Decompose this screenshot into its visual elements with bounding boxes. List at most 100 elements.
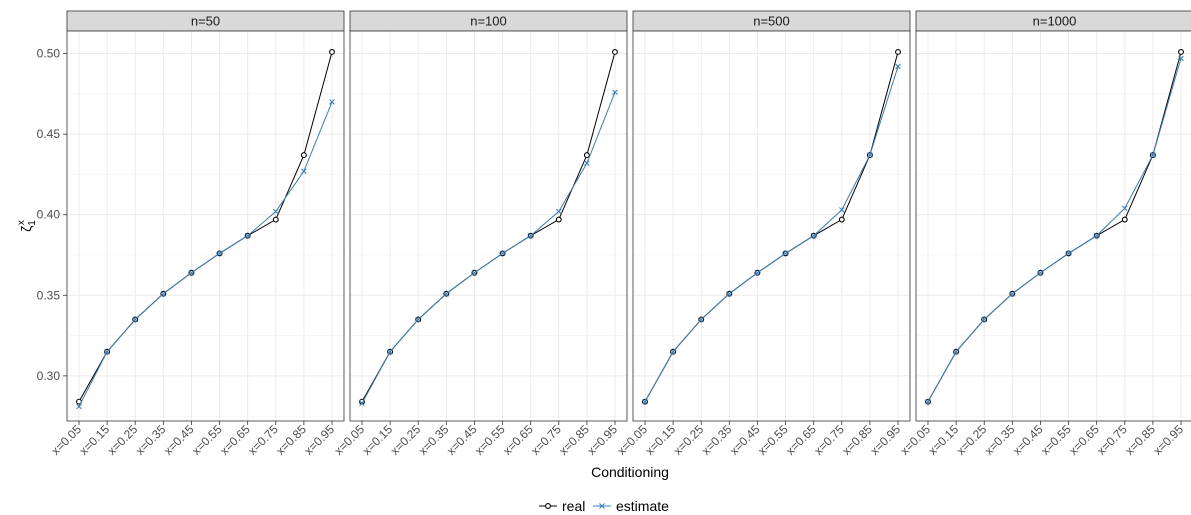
point-real-n-1000-9 xyxy=(1178,49,1184,55)
legend: real estimate xyxy=(539,498,669,514)
series-estimate-n-100 xyxy=(359,89,618,407)
x-tick-label-n-500-1: x=0.15 xyxy=(643,422,679,458)
x-tick-label-n-1000-6: x=0.65 xyxy=(1066,422,1102,458)
point-estimate-n-500-2 xyxy=(698,316,705,323)
point-estimate-n-1000-3 xyxy=(1009,290,1016,297)
point-estimate-n-100-4 xyxy=(471,269,478,276)
point-estimate-n-500-9 xyxy=(895,63,901,70)
x-tick-label-n-50-8: x=0.85 xyxy=(273,422,309,458)
point-estimate-n-50-1 xyxy=(104,348,110,355)
grid-n-1000 xyxy=(916,31,1191,421)
point-estimate-n-500-0 xyxy=(642,398,648,405)
y-axis-title-subscript: 1 xyxy=(27,220,38,226)
x-tick-label-n-500-9: x=0.95 xyxy=(868,422,904,458)
x-tick-label-n-500-5: x=0.55 xyxy=(755,422,791,458)
x-tick-label-n-1000-7: x=0.75 xyxy=(1094,422,1130,458)
x-tick-label-n-100-9: x=0.95 xyxy=(585,422,621,458)
x-axis-n-1000: x=0.05x=0.15x=0.25x=0.35x=0.45x=0.55x=0.… xyxy=(898,421,1187,458)
legend-key-marker-real xyxy=(545,503,551,509)
legend-label-estimate: estimate xyxy=(616,498,669,514)
series-estimate-n-50 xyxy=(76,99,335,410)
x-tick-label-n-50-3: x=0.35 xyxy=(133,422,169,458)
x-tick-label-n-50-1: x=0.15 xyxy=(77,422,113,458)
x-tick-label-n-50-0: x=0.05 xyxy=(49,422,85,458)
point-estimate-n-1000-0 xyxy=(925,398,931,405)
x-tick-label-n-50-7: x=0.75 xyxy=(245,422,281,458)
point-real-n-500-7 xyxy=(838,216,845,223)
x-tick-label-n-100-8: x=0.85 xyxy=(556,422,592,458)
point-estimate-n-100-6 xyxy=(527,232,534,239)
point-estimate-n-50-0 xyxy=(76,403,82,410)
point-estimate-n-100-3 xyxy=(443,290,450,297)
point-estimate-n-500-3 xyxy=(726,290,733,297)
x-tick-label-n-500-7: x=0.75 xyxy=(811,422,847,458)
x-axis-title: Conditioning xyxy=(591,464,669,480)
panel-n-100: n=100 x=0.05x=0.15x=0.25x=0.35x=0.45x=0.5… xyxy=(332,10,628,458)
x-tick-label-n-1000-5: x=0.55 xyxy=(1038,422,1074,458)
point-estimate-n-1000-4 xyxy=(1037,269,1044,276)
y-tick-label-2: 0.40 xyxy=(37,208,61,222)
x-tick-label-n-100-7: x=0.75 xyxy=(528,422,564,458)
x-tick-label-n-100-4: x=0.45 xyxy=(444,422,480,458)
strip-label-n-50: n=50 xyxy=(191,14,220,29)
panel-border-n-1000 xyxy=(915,30,1191,422)
line-estimate-n-100 xyxy=(361,92,616,404)
x-tick-label-n-500-2: x=0.25 xyxy=(671,422,707,458)
point-estimate-n-100-5 xyxy=(499,250,506,257)
legend-item-real: real xyxy=(539,498,585,514)
line-estimate-n-1000 xyxy=(927,58,1182,402)
legend-label-real: real xyxy=(562,498,585,514)
x-tick-label-n-100-5: x=0.55 xyxy=(472,422,508,458)
y-axis-title-superscript: x xyxy=(16,220,27,225)
plot-bg-n-50 xyxy=(67,31,344,421)
x-tick-label-n-500-6: x=0.65 xyxy=(783,422,819,458)
x-tick-label-n-100-6: x=0.65 xyxy=(500,422,536,458)
point-estimate-n-50-4 xyxy=(188,269,195,276)
legend-item-estimate: estimate xyxy=(593,498,669,514)
point-estimate-n-500-6 xyxy=(810,232,817,239)
x-tick-label-n-100-1: x=0.15 xyxy=(360,422,396,458)
point-estimate-n-50-7 xyxy=(272,208,279,215)
point-estimate-n-1000-9 xyxy=(1178,55,1184,62)
panel-n-50: n=50 x=0.05x=0.15x=0.25x=0.35x=0.45x=0.55… xyxy=(49,10,345,458)
y-axis-title: ζ1x xyxy=(16,220,38,232)
x-tick-label-n-1000-2: x=0.25 xyxy=(954,422,990,458)
point-estimate-n-500-5 xyxy=(782,250,789,257)
point-real-n-1000-7 xyxy=(1121,216,1128,223)
x-tick-label-n-100-3: x=0.35 xyxy=(416,422,452,458)
x-tick-label-n-1000-0: x=0.05 xyxy=(898,422,934,458)
point-real-n-50-8 xyxy=(300,152,307,159)
x-tick-label-n-100-2: x=0.25 xyxy=(388,422,424,458)
point-estimate-n-50-5 xyxy=(216,250,223,257)
x-tick-label-n-1000-9: x=0.95 xyxy=(1151,422,1187,458)
series-estimate-n-1000 xyxy=(925,55,1184,405)
x-tick-label-n-1000-3: x=0.35 xyxy=(982,422,1018,458)
x-axis-n-50: x=0.05x=0.15x=0.25x=0.35x=0.45x=0.55x=0.… xyxy=(49,421,337,458)
strip-label-n-500: n=500 xyxy=(753,14,790,29)
x-axis-n-100: x=0.05x=0.15x=0.25x=0.35x=0.45x=0.55x=0.… xyxy=(332,421,621,458)
point-estimate-n-1000-6 xyxy=(1093,232,1100,239)
x-tick-label-n-50-2: x=0.25 xyxy=(105,422,141,458)
y-tick-label-1: 0.35 xyxy=(37,288,61,302)
point-estimate-n-100-0 xyxy=(359,400,365,407)
x-tick-label-n-100-0: x=0.05 xyxy=(332,422,368,458)
panels: n=50x=0.05x=0.15x=0.25x=0.35x=0.45x=0.55… xyxy=(49,10,1191,458)
point-estimate-n-100-9 xyxy=(612,89,618,96)
point-real-n-50-9 xyxy=(329,49,335,55)
grid-n-100 xyxy=(350,31,627,421)
x-tick-label-n-500-3: x=0.35 xyxy=(699,422,735,458)
point-estimate-n-50-6 xyxy=(244,232,251,239)
point-estimate-n-1000-7 xyxy=(1121,205,1128,212)
point-estimate-n-500-8 xyxy=(867,152,873,158)
x-tick-label-n-500-4: x=0.45 xyxy=(727,422,763,458)
point-estimate-n-50-9 xyxy=(329,99,335,105)
point-estimate-n-50-2 xyxy=(132,316,139,323)
point-estimate-n-100-8 xyxy=(584,160,590,166)
plot-bg-n-1000 xyxy=(916,31,1191,421)
point-real-n-100-9 xyxy=(612,49,618,55)
plot-bg-n-100 xyxy=(350,31,627,421)
x-tick-label-n-50-5: x=0.55 xyxy=(189,422,225,458)
point-estimate-n-1000-2 xyxy=(981,316,988,323)
point-estimate-n-500-7 xyxy=(838,207,845,213)
